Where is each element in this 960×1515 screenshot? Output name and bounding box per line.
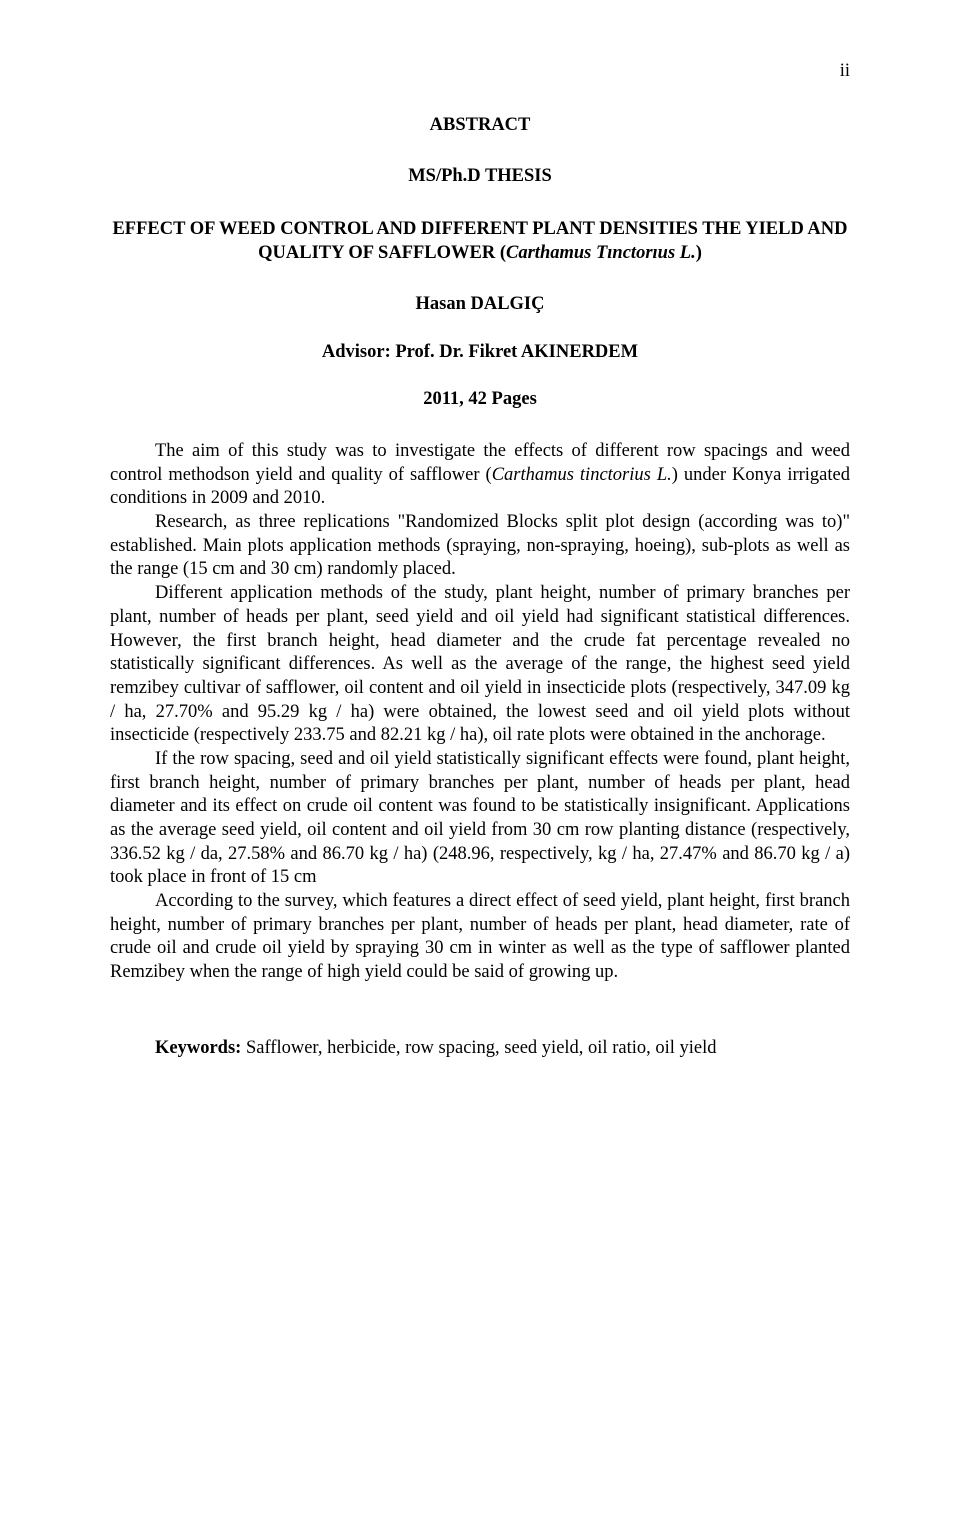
para1-species: Carthamus tinctorius L. <box>492 465 672 485</box>
keywords-line: Keywords: Safflower, herbicide, row spac… <box>110 1037 850 1061</box>
keywords-text: Safflower, herbicide, row spacing, seed … <box>241 1038 716 1058</box>
abstract-paragraph-3: Different application methods of the stu… <box>110 582 850 748</box>
author-name: Hasan DALGIÇ <box>110 293 850 317</box>
keywords-label: Keywords: <box>155 1038 241 1058</box>
abstract-paragraph-1: The aim of this study was to investigate… <box>110 440 850 511</box>
title-species: Carthamus Tınctorıus L. <box>506 243 696 263</box>
abstract-paragraph-4: If the row spacing, seed and oil yield s… <box>110 748 850 890</box>
abstract-paragraph-2: Research, as three replications "Randomi… <box>110 511 850 582</box>
thesis-type: MS/Ph.D THESIS <box>110 165 850 189</box>
year-pages: 2011, 42 Pages <box>110 388 850 412</box>
thesis-title: EFFECT OF WEED CONTROL AND DIFFERENT PLA… <box>110 217 850 265</box>
page-number-roman: ii <box>110 60 850 84</box>
abstract-paragraph-5: According to the survey, which features … <box>110 890 850 985</box>
abstract-heading: ABSTRACT <box>110 114 850 138</box>
advisor-line: Advisor: Prof. Dr. Fikret AKINERDEM <box>110 341 850 365</box>
title-text-1: EFFECT OF WEED CONTROL AND DIFFERENT PLA… <box>112 219 847 263</box>
title-text-2: ) <box>696 243 702 263</box>
